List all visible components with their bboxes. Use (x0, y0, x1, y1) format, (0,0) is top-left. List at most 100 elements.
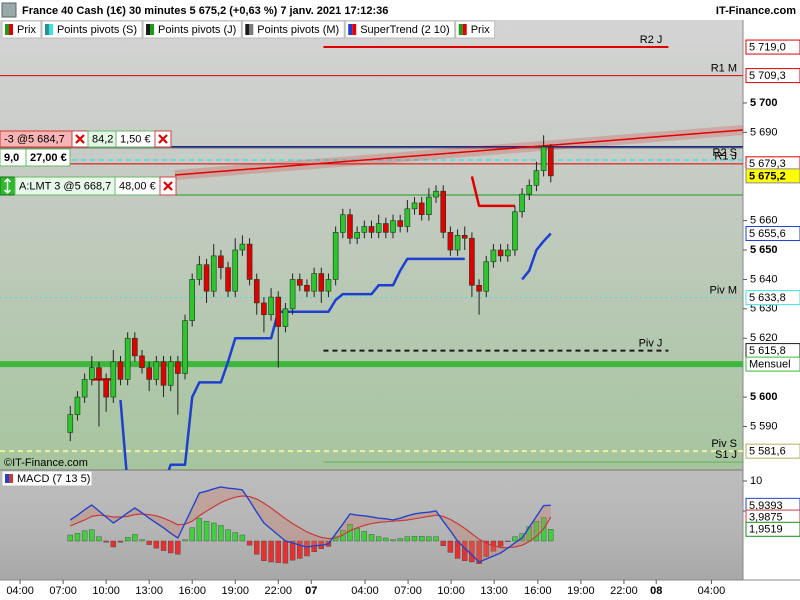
candle-body (296, 279, 303, 286)
histogram-bar (361, 531, 368, 542)
histogram-bar (81, 530, 88, 542)
value-badge: 5 719,0 (745, 39, 800, 55)
pivot-label: R2 J (640, 34, 663, 46)
histogram-bar (440, 540, 446, 546)
badge-label: 3,9875 (749, 511, 783, 523)
legend-swatch (150, 24, 155, 35)
histogram-bar (74, 532, 81, 542)
macd-panel (0, 470, 743, 580)
legend-label: SuperTrend (2 10) (360, 24, 449, 36)
value-badge: 3,9875 (745, 509, 800, 525)
macd-legend-label: MACD (7 13 5) (17, 473, 90, 485)
histogram-bar (153, 540, 160, 549)
legend-swatch (458, 24, 463, 35)
histogram-bar (254, 540, 260, 555)
histogram-bar (232, 532, 238, 542)
histogram-bar (368, 534, 375, 542)
candle-body (218, 255, 224, 268)
app-icon[interactable] (1, 2, 17, 18)
legend-label: Points pivots (M) (257, 24, 339, 36)
histogram-bar (375, 536, 382, 542)
candle-body (124, 337, 131, 380)
histogram-bar (189, 527, 195, 542)
x-tick-label: 04:00 (6, 585, 34, 597)
legend-swatch (48, 24, 53, 35)
candle-body (469, 237, 475, 286)
badge-label: 5,9393 (749, 500, 783, 512)
candles (67, 135, 554, 470)
candle-body (282, 308, 289, 327)
candle-body (182, 320, 188, 374)
y-tick-label: 5 640 (750, 273, 778, 285)
legend-item[interactable]: Prix (1, 20, 42, 39)
legend-box[interactable] (41, 20, 143, 39)
x-tick-label: 07:00 (394, 585, 422, 597)
y-tick-label: 5 590 (750, 420, 778, 432)
levels: R2 J R1 M R2 SR1 J Piv M Piv J Piv SS1 J (0, 34, 743, 463)
legend-item[interactable]: Points pivots (M) (241, 20, 345, 39)
value-badge: 5,9393 (745, 497, 800, 513)
value-badge: 5 655,6 (745, 226, 800, 242)
legend-item[interactable]: Points pivots (J) (142, 20, 242, 39)
legend-item[interactable]: Prix (455, 20, 496, 39)
macd-legend[interactable]: MACD (7 13 5) (1, 470, 93, 487)
x-tick-label: 16:00 (524, 585, 552, 597)
candle-body (318, 273, 325, 292)
candle-body (411, 202, 418, 210)
histogram-bar (505, 540, 511, 542)
histogram-bar (124, 537, 131, 542)
histogram-bar (160, 540, 167, 551)
candle-body (304, 284, 310, 292)
candle-body (433, 190, 439, 198)
legend-box[interactable] (344, 20, 456, 39)
legend-label: Points pivots (J) (158, 24, 236, 36)
order-label: A:LMT 3 @5 668,7 (19, 180, 111, 192)
candle-body (103, 379, 109, 398)
order-box[interactable] (25, 148, 71, 167)
legend-box[interactable] (142, 20, 242, 39)
candle-body (261, 302, 267, 316)
badge-box (745, 226, 800, 242)
histogram-bar (89, 529, 95, 542)
histogram-bar (103, 540, 109, 543)
candle-body (361, 226, 368, 233)
legend-swatch (5, 24, 9, 35)
x-tick-label: 04:00 (351, 585, 379, 597)
histogram-bar (182, 539, 188, 542)
badge-label: 5 709,3 (749, 70, 786, 82)
legend-item[interactable]: SuperTrend (2 10) (344, 20, 456, 39)
legend-swatch (245, 24, 250, 35)
histogram-bar (196, 517, 203, 542)
legend-box[interactable] (241, 20, 345, 39)
macd-band (70, 486, 551, 562)
y-tick-label: 5 650 (750, 244, 778, 256)
brand: IT-Finance.com (716, 5, 796, 17)
badge-box (745, 39, 800, 55)
order-label: 48,00 € (119, 180, 156, 192)
candle-body (476, 284, 482, 292)
badge-label: 5 679,3 (749, 158, 786, 170)
legend-box[interactable] (1, 470, 93, 487)
histogram-bar (211, 522, 217, 542)
y-tick-label: 10 (750, 475, 762, 487)
macd-line (69, 486, 551, 563)
histogram-bar (354, 528, 360, 542)
histogram-bar (533, 520, 540, 542)
legend-item[interactable]: Points pivots (S) (41, 20, 143, 39)
candle-body (146, 367, 152, 380)
histogram-bar (132, 534, 138, 542)
candle-body (175, 361, 181, 374)
close-icon (163, 181, 173, 191)
order-label: 1,50 € (120, 133, 151, 145)
order-label: 84,2 (92, 133, 113, 145)
candle-body (239, 243, 246, 251)
candle-body (504, 249, 511, 257)
legend-swatch (9, 24, 13, 35)
histogram-bar (110, 540, 117, 548)
histogram-bar (304, 540, 310, 557)
candle-body (153, 361, 160, 380)
x-tick-label: 22:00 (265, 585, 293, 597)
value-badge: 5 633,8 (745, 290, 800, 306)
legend-swatch (146, 24, 151, 35)
x-tick-label: 19:00 (567, 585, 595, 597)
